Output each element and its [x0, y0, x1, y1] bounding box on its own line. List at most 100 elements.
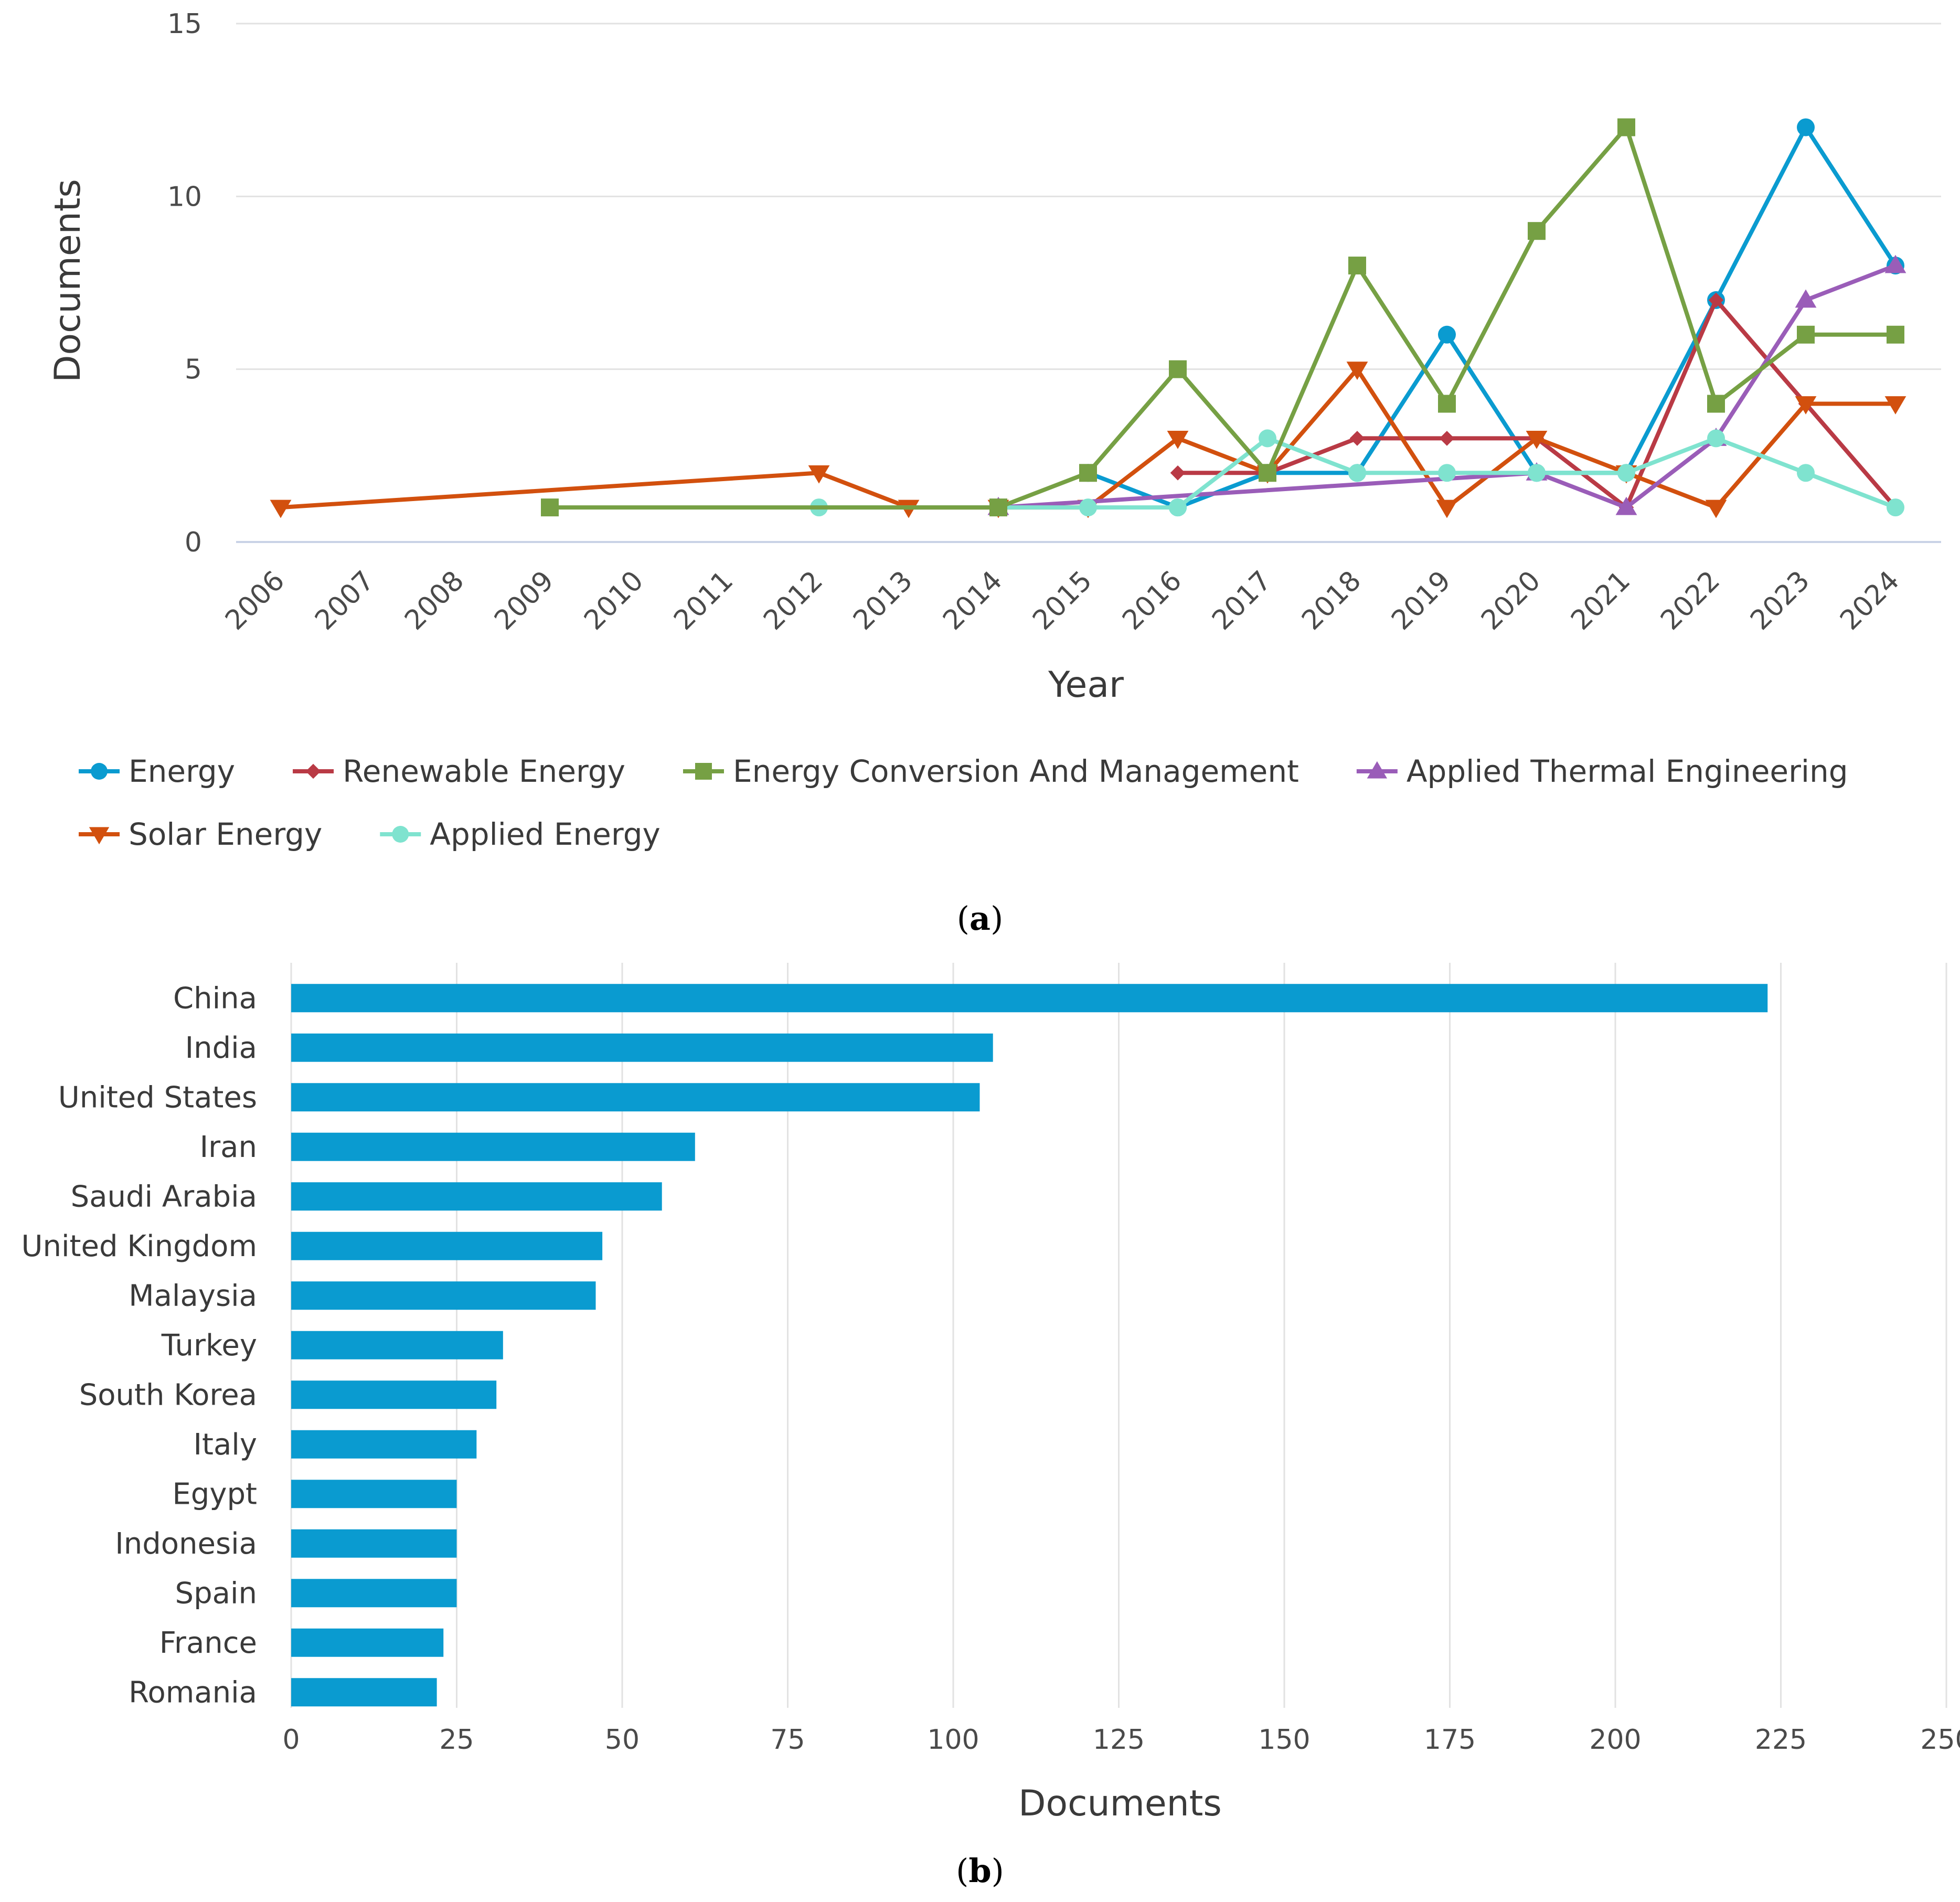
legend-item-applied-energy: Applied Energy	[380, 816, 661, 852]
point-energy-conversion-and-management-2009	[541, 498, 559, 517]
x-tick-225: 225	[1755, 1724, 1807, 1756]
x-tick-2014: 2014	[937, 565, 1008, 636]
x-tick-2018: 2018	[1296, 565, 1367, 636]
bar-france	[291, 1628, 444, 1657]
category-label-egypt: Egypt	[172, 1477, 257, 1511]
point-applied-energy-2021	[1617, 464, 1635, 482]
bar-saudi-arabia	[291, 1182, 662, 1211]
point-energy-conversion-and-management-2022	[1707, 395, 1725, 413]
category-label-saudi-arabia: Saudi Arabia	[71, 1180, 257, 1214]
bar-chart-gridlines	[290, 963, 1947, 1708]
line-chart-y-tick-labels: 0 5 10 15	[167, 8, 202, 558]
bar-chart-category-labels: China India United States Iran Saudi Arabia U…	[22, 981, 257, 1709]
x-tick-0: 0	[282, 1724, 300, 1756]
series-energy-conversion-and-management	[541, 118, 1904, 517]
legend-marker-energy-conversion-and-management	[695, 763, 712, 780]
x-tick-2012: 2012	[758, 565, 829, 636]
point-applied-thermal-engineering-2021	[1615, 496, 1637, 515]
point-energy-conversion-and-management-2023	[1797, 325, 1815, 344]
x-tick-200: 200	[1589, 1724, 1641, 1756]
point-applied-thermal-engineering-2023	[1795, 289, 1817, 308]
legend-marker-energy	[91, 763, 108, 780]
category-label-united-states: United States	[58, 1080, 257, 1114]
bar-spain	[291, 1579, 457, 1608]
bar-chart-x-axis-title: Documents	[1018, 1783, 1222, 1824]
x-tick-2020: 2020	[1475, 565, 1547, 636]
point-solar-energy-2019	[1436, 500, 1458, 518]
x-tick-2022: 2022	[1655, 565, 1726, 636]
point-applied-energy-2023	[1797, 464, 1815, 482]
x-tick-2013: 2013	[847, 565, 919, 636]
line-chart-legend: Energy Renewable Energy Energy Conversion …	[79, 753, 1848, 852]
x-tick-75: 75	[770, 1724, 805, 1756]
caption-b: (b)	[956, 1852, 1004, 1890]
legend-marker-applied-energy	[392, 826, 409, 843]
bar-chart-bars	[291, 984, 1768, 1707]
bar-chart-x-tick-labels: 0 25 50 75 100 125 150 175 200 225 250	[282, 1724, 1960, 1756]
point-applied-energy-2016	[1169, 498, 1187, 517]
legend-label-energy-conversion-and-management: Energy Conversion And Management	[733, 753, 1299, 789]
x-tick-2011: 2011	[668, 565, 739, 636]
bar-united-kingdom	[291, 1231, 603, 1260]
legend-marker-solar-energy	[89, 827, 110, 845]
line-chart-y-axis-title: Documents	[47, 179, 89, 382]
legend-label-renewable-energy: Renewable Energy	[343, 753, 625, 789]
category-label-south-korea: South Korea	[79, 1378, 257, 1412]
line-energy-conversion-and-management	[548, 125, 1898, 510]
legend-item-energy-conversion-and-management: Energy Conversion And Management	[683, 753, 1299, 789]
x-tick-250: 250	[1920, 1724, 1960, 1756]
x-tick-175: 175	[1424, 1724, 1476, 1756]
category-label-iran: Iran	[200, 1130, 257, 1164]
bar-malaysia	[291, 1281, 596, 1310]
point-energy-conversion-and-management-2014	[989, 498, 1007, 517]
x-tick-2008: 2008	[399, 565, 470, 636]
bar-south-korea	[291, 1380, 497, 1409]
legend-label-applied-thermal-engineering: Applied Thermal Engineering	[1407, 753, 1848, 789]
category-label-turkey: Turkey	[161, 1329, 257, 1363]
x-tick-125: 125	[1093, 1724, 1145, 1756]
bar-china	[291, 984, 1768, 1013]
point-solar-energy-2024	[1884, 396, 1906, 415]
bar-italy	[291, 1430, 477, 1459]
bar-chart-documents-by-country: 0 25 50 75 100 125 150 175 200 225 250 China India U…	[22, 963, 1960, 1890]
caption-a: (a)	[957, 899, 1004, 938]
point-energy-conversion-and-management-2020	[1528, 222, 1546, 240]
legend-label-applied-energy: Applied Energy	[430, 816, 661, 852]
point-applied-energy-2018	[1348, 464, 1366, 482]
legend-label-solar-energy: Solar Energy	[129, 816, 322, 852]
bar-united-states	[291, 1083, 980, 1112]
line-energy	[1086, 125, 1898, 510]
line-chart-series	[270, 118, 1906, 518]
line-chart-x-tick-labels: 2006 2007 2008 2009 2010 2011 2012 2013 2014 2015…	[219, 565, 1905, 636]
x-tick-150: 150	[1258, 1724, 1310, 1756]
category-label-malaysia: Malaysia	[129, 1279, 257, 1313]
bar-romania	[291, 1678, 437, 1707]
point-applied-thermal-engineering-2024	[1884, 254, 1906, 273]
x-tick-2017: 2017	[1206, 565, 1277, 636]
y-tick-10: 10	[167, 181, 202, 212]
point-renewable-energy-2018	[1349, 431, 1365, 446]
point-applied-energy-2022	[1707, 429, 1725, 448]
x-tick-50: 50	[605, 1724, 640, 1756]
x-tick-2010: 2010	[578, 565, 649, 636]
point-solar-energy-2020	[1526, 430, 1548, 449]
line-chart-gridlines	[236, 23, 1941, 543]
legend-marker-renewable-energy	[305, 763, 321, 779]
point-energy-conversion-and-management-2015	[1079, 464, 1097, 482]
x-tick-2023: 2023	[1744, 565, 1816, 636]
bar-india	[291, 1033, 993, 1062]
category-label-china: China	[173, 981, 257, 1015]
point-solar-energy-2018	[1346, 362, 1368, 380]
x-tick-25: 25	[439, 1724, 474, 1756]
point-energy-conversion-and-management-2016	[1169, 360, 1187, 378]
point-solar-energy-2006	[270, 500, 292, 518]
legend-item-energy: Energy	[79, 753, 235, 789]
legend-marker-applied-thermal-engineering	[1367, 761, 1388, 779]
bar-turkey	[291, 1331, 503, 1359]
bar-iran	[291, 1132, 695, 1161]
point-renewable-energy-2016	[1170, 465, 1186, 481]
point-applied-energy-2019	[1438, 464, 1456, 482]
x-tick-2007: 2007	[309, 565, 380, 636]
point-applied-energy-2015	[1079, 498, 1097, 517]
